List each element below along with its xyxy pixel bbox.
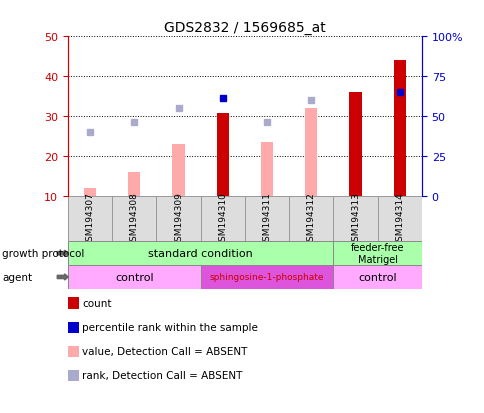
Text: agent: agent (2, 272, 32, 282)
Bar (288, 196, 333, 242)
Bar (112, 196, 156, 242)
Text: standard condition: standard condition (148, 249, 253, 259)
Bar (377, 196, 421, 242)
Bar (84, 188, 96, 196)
Bar (200, 266, 333, 289)
Text: control: control (358, 272, 396, 282)
Text: GSM194312: GSM194312 (306, 192, 315, 247)
Text: control: control (115, 272, 153, 282)
Bar (333, 242, 421, 266)
Text: GSM194314: GSM194314 (394, 192, 404, 247)
Bar (333, 196, 377, 242)
Text: GSM194309: GSM194309 (174, 192, 182, 247)
Bar (172, 145, 184, 196)
Title: GDS2832 / 1569685_at: GDS2832 / 1569685_at (164, 21, 325, 35)
Bar (304, 109, 317, 196)
Text: GSM194310: GSM194310 (218, 192, 227, 247)
Bar (393, 61, 405, 196)
Text: GSM194311: GSM194311 (262, 192, 271, 247)
Text: rank, Detection Call = ABSENT: rank, Detection Call = ABSENT (82, 370, 242, 380)
Bar (200, 196, 244, 242)
Text: feeder-free
Matrigel: feeder-free Matrigel (350, 243, 404, 264)
Bar (68, 266, 200, 289)
Text: GSM194308: GSM194308 (130, 192, 138, 247)
Bar (216, 114, 228, 196)
Text: value, Detection Call = ABSENT: value, Detection Call = ABSENT (82, 347, 247, 356)
Bar (156, 196, 200, 242)
Text: percentile rank within the sample: percentile rank within the sample (82, 323, 258, 332)
Bar (68, 196, 112, 242)
Bar (68, 242, 333, 266)
Text: count: count (82, 299, 112, 309)
Bar (244, 196, 288, 242)
Bar (333, 266, 421, 289)
Text: GSM194313: GSM194313 (350, 192, 359, 247)
Bar (128, 173, 140, 196)
Bar (260, 142, 272, 196)
Text: growth protocol: growth protocol (2, 249, 85, 259)
Bar (349, 93, 361, 196)
Text: GSM194307: GSM194307 (85, 192, 94, 247)
Text: sphingosine-1-phosphate: sphingosine-1-phosphate (210, 273, 324, 282)
